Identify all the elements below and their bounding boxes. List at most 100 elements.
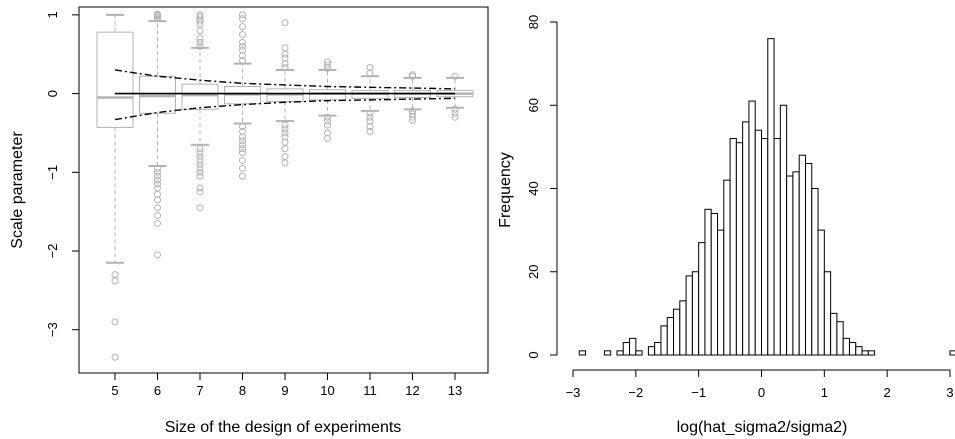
histogram-bar <box>836 321 844 356</box>
outlier-point <box>281 159 289 167</box>
x-tick-label: −3 <box>566 385 581 400</box>
outlier-point <box>239 46 246 54</box>
histogram-bar <box>949 350 955 356</box>
histogram-bar <box>717 229 725 356</box>
histogram-bar <box>786 175 794 356</box>
outlier-point <box>281 125 289 133</box>
outlier-point <box>239 137 246 145</box>
outlier-point <box>239 164 246 172</box>
outlier-point <box>239 38 246 46</box>
box-iqr <box>96 31 134 128</box>
outlier-point <box>154 10 161 18</box>
outlier-point <box>196 168 204 176</box>
outlier-point <box>111 318 119 326</box>
outlier-point <box>281 19 289 27</box>
outlier-point <box>196 27 204 35</box>
outlier-point <box>239 23 246 31</box>
outlier-point <box>154 251 161 259</box>
outlier-point <box>154 164 161 172</box>
outlier-point <box>324 58 331 66</box>
y-tick-label: 0 <box>45 90 60 97</box>
outlier-point <box>196 42 204 50</box>
x-tick-label: 2 <box>884 385 891 400</box>
outlier-point <box>154 172 161 180</box>
outlier-point <box>196 156 204 164</box>
histogram-bar <box>798 154 806 356</box>
histogram-y-axis-label: Frequency <box>497 152 514 228</box>
histogram-bar <box>823 271 832 356</box>
y-tick-label: 0 <box>526 351 541 358</box>
histogram-bar <box>792 171 800 356</box>
y-tick-label: 1 <box>45 11 60 18</box>
outlier-point <box>239 133 246 141</box>
outlier-point <box>239 149 246 157</box>
outlier-point <box>366 109 374 117</box>
histogram-bar <box>779 104 788 356</box>
outlier-point <box>451 72 459 80</box>
outlier-point <box>239 123 246 131</box>
outlier-point <box>451 109 459 117</box>
outlier-point <box>154 219 161 227</box>
y-tick-label: −3 <box>45 322 60 337</box>
histogram-bar <box>767 38 775 356</box>
x-tick-label: 13 <box>448 383 462 398</box>
outlier-point <box>154 180 161 188</box>
histogram-bar <box>622 342 631 356</box>
boxplot-marks <box>96 10 474 361</box>
outlier-point <box>239 172 246 180</box>
x-tick-label: 7 <box>196 383 203 398</box>
histogram-bar <box>861 350 869 356</box>
histogram-bar <box>817 229 825 356</box>
boxplot-panel: −3 −2 −1 0 1 5 6 7 8 9 10 11 12 13 Size of the design… <box>9 6 489 436</box>
outlier-point <box>196 172 204 180</box>
outlier-point <box>239 11 246 19</box>
bound-upper-dashdot <box>114 69 456 90</box>
boxplot-y-axis-label: Scale parameter <box>9 131 26 249</box>
outlier-point <box>281 50 289 58</box>
outlier-point <box>324 61 331 69</box>
histogram-bar <box>673 308 681 356</box>
outlier-point <box>111 353 119 361</box>
outlier-point <box>196 149 204 157</box>
x-tick-label: 6 <box>154 383 161 398</box>
histogram-bar <box>666 317 675 356</box>
outlier-point <box>196 153 204 161</box>
outlier-point <box>409 113 416 121</box>
outlier-point <box>281 121 289 129</box>
x-tick-label: 0 <box>758 385 765 400</box>
outlier-point <box>111 271 119 279</box>
y-tick-label: 40 <box>526 181 541 195</box>
outlier-point <box>451 113 459 121</box>
histogram-bar <box>754 129 763 356</box>
boxplot-x-axis-label: Size of the design of experiments <box>165 419 402 436</box>
y-tick-label: 20 <box>526 265 541 279</box>
outlier-point <box>324 121 331 129</box>
histogram-bar <box>691 271 700 356</box>
x-tick-label: −2 <box>628 385 643 400</box>
outlier-point <box>281 44 289 52</box>
x-tick-label: 10 <box>320 383 334 398</box>
histogram-bar <box>578 350 587 356</box>
outlier-point <box>154 196 161 204</box>
outlier-point <box>239 145 246 153</box>
histogram-bar <box>761 138 769 356</box>
x-tick-label: 12 <box>405 383 419 398</box>
outlier-point <box>281 145 289 153</box>
outlier-point <box>196 160 204 168</box>
x-tick-label: 5 <box>111 383 118 398</box>
outlier-point <box>366 113 374 121</box>
boxplot-axes: −3 −2 −1 0 1 5 6 7 8 9 10 11 12 13 <box>45 11 462 398</box>
outlier-point <box>154 184 161 192</box>
outlier-point <box>324 117 331 125</box>
histogram-bar <box>748 100 756 356</box>
histogram-bar <box>742 121 750 356</box>
histogram-axes: −3 −2 −1 0 1 2 3 0 20 40 60 80 <box>526 15 954 400</box>
histogram-bars <box>578 38 955 356</box>
histogram-bar <box>698 242 706 356</box>
outlier-point <box>281 64 289 72</box>
x-tick-label: 1 <box>821 385 828 400</box>
boxplot-frame <box>78 6 489 374</box>
histogram-bar <box>685 275 693 356</box>
outlier-point <box>239 156 246 164</box>
